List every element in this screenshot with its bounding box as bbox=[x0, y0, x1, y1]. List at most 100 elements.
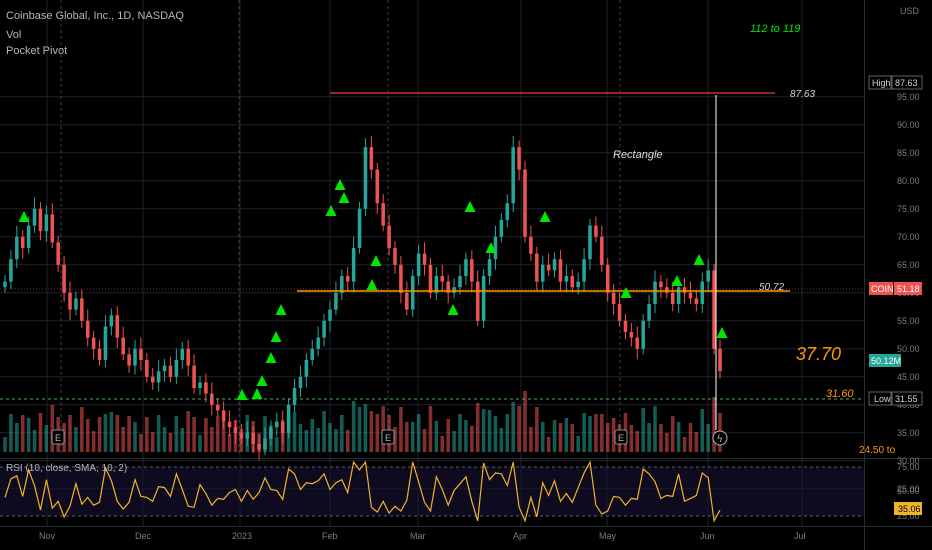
volume-bar bbox=[26, 418, 31, 452]
volume-bar bbox=[298, 424, 303, 452]
chart-title: Coinbase Global, Inc., 1D, NASDAQ bbox=[6, 10, 184, 22]
pattern-label: Rectangle bbox=[613, 149, 663, 161]
candle-body bbox=[422, 253, 427, 265]
volume-bar bbox=[393, 427, 397, 452]
volume-bar bbox=[103, 414, 108, 452]
volume-bar bbox=[481, 409, 486, 452]
volume-bar bbox=[292, 412, 297, 452]
time-axis: Nov Dec 2023 Feb Mar Apr May Jun Jul bbox=[39, 531, 806, 541]
volume-bar bbox=[221, 422, 226, 452]
volume-bar bbox=[700, 409, 705, 452]
indicator-pocket-pivot[interactable]: Pocket Pivot bbox=[6, 45, 68, 57]
volume-bar bbox=[68, 415, 72, 452]
candle-body bbox=[233, 427, 238, 433]
volume-bar bbox=[351, 401, 356, 452]
candle-body bbox=[80, 298, 84, 321]
candle-body bbox=[15, 236, 19, 260]
volume-bar bbox=[446, 419, 450, 452]
candle-body bbox=[3, 281, 7, 288]
candle-body bbox=[32, 208, 37, 226]
candle-body bbox=[605, 264, 610, 293]
pocket-pivot-marker bbox=[338, 192, 350, 203]
candle-body bbox=[475, 281, 480, 321]
volume-bar bbox=[186, 411, 190, 452]
volume-bar bbox=[410, 422, 415, 452]
candle-body bbox=[535, 253, 539, 282]
candle-body bbox=[712, 270, 716, 349]
candle-body bbox=[56, 242, 60, 265]
volume-bar bbox=[210, 427, 214, 452]
volume-bar bbox=[600, 414, 604, 452]
volume-bar bbox=[328, 423, 332, 452]
volume-bar bbox=[32, 430, 37, 452]
candle-body bbox=[665, 287, 669, 293]
candle-body bbox=[647, 304, 651, 321]
candle-body bbox=[363, 147, 368, 209]
volume-bar bbox=[611, 418, 616, 452]
volume-bar bbox=[85, 419, 90, 452]
ticker-tag bbox=[869, 282, 893, 295]
candle-body bbox=[670, 292, 675, 304]
volume-bar bbox=[322, 411, 326, 452]
volume-bar bbox=[162, 427, 167, 452]
volume-bar bbox=[150, 432, 155, 452]
candle-body bbox=[186, 348, 190, 366]
candle-body bbox=[416, 253, 421, 276]
volume-bar bbox=[275, 437, 279, 452]
dividend-event-icon[interactable] bbox=[712, 430, 728, 446]
volume-bar bbox=[676, 422, 681, 452]
volume-bar bbox=[629, 425, 634, 452]
candle-body bbox=[458, 276, 462, 288]
volume-bar bbox=[564, 418, 569, 452]
volume-bar bbox=[168, 433, 173, 452]
volume-bar bbox=[499, 428, 504, 452]
volume-bar bbox=[653, 406, 657, 452]
volume-bar bbox=[422, 429, 427, 452]
earnings-icon bbox=[51, 429, 65, 445]
rsi-tick-label: 50.00 bbox=[897, 486, 920, 496]
candle-body bbox=[600, 236, 604, 265]
candle-body bbox=[168, 365, 173, 377]
volume-bar bbox=[375, 414, 380, 452]
volume-bar bbox=[227, 434, 232, 452]
volume-bar bbox=[540, 422, 545, 452]
candle-body bbox=[493, 236, 498, 260]
candle-body bbox=[393, 248, 397, 265]
indicator-volume[interactable]: Vol bbox=[6, 29, 22, 41]
volume-bar bbox=[535, 407, 539, 452]
volume-bar bbox=[97, 417, 102, 452]
candle-body bbox=[245, 432, 250, 439]
earnings-icon bbox=[614, 429, 628, 445]
candle-body bbox=[91, 337, 96, 349]
lightning-icon: ϟ bbox=[717, 434, 724, 445]
volume-bar bbox=[688, 423, 693, 452]
volume-bar bbox=[582, 413, 586, 452]
candle-body bbox=[464, 259, 468, 276]
price-tick-label: 50.00 bbox=[897, 344, 920, 354]
volume-bar bbox=[470, 426, 474, 452]
candle-body bbox=[215, 404, 220, 411]
last-price-text: 51.18 bbox=[897, 284, 920, 294]
candle-body bbox=[239, 432, 244, 439]
candle-body bbox=[275, 421, 279, 428]
volume-bar bbox=[682, 437, 687, 452]
volume-bar bbox=[145, 417, 149, 452]
candle-body bbox=[641, 320, 645, 349]
rsi-tick-label: 25.00 bbox=[897, 511, 920, 521]
candle-body bbox=[334, 292, 338, 310]
candle-body bbox=[298, 376, 303, 388]
candle-body bbox=[576, 281, 580, 288]
candle-body bbox=[145, 360, 149, 377]
candle-body bbox=[511, 147, 515, 204]
pocket-pivot-marker bbox=[366, 279, 378, 290]
candle-body bbox=[351, 248, 356, 282]
currency-label: USD bbox=[900, 6, 920, 16]
volume-bar bbox=[546, 437, 551, 452]
rsi-tick-label: 75.00 bbox=[897, 462, 920, 472]
rsi-indicator-label[interactable]: RSI (10, close, SMA, 10, 2) bbox=[6, 463, 128, 474]
candle-body bbox=[121, 337, 125, 355]
volume-bar bbox=[529, 427, 533, 452]
candle-body bbox=[700, 281, 705, 304]
